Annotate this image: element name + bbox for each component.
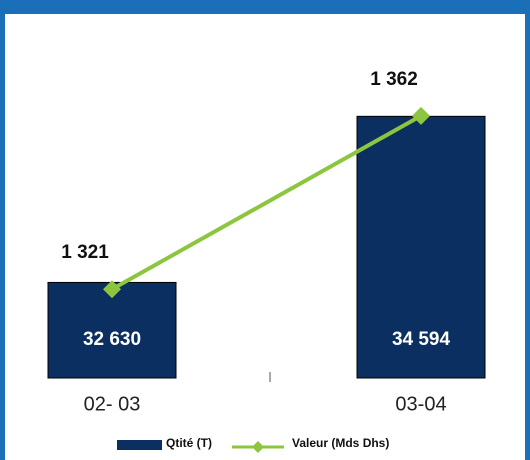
bar (47, 281, 177, 379)
legend-label: Qtité (T) (166, 436, 212, 450)
bar-value-label: 34 594 (392, 329, 451, 350)
x-tick-label: 03-04 (395, 393, 446, 415)
line (111, 114, 422, 291)
bar (356, 115, 486, 379)
line-marker (103, 280, 121, 299)
line-marker (412, 106, 430, 125)
x-tick-label: 02- 03 (84, 393, 141, 415)
bar-value-label: 32 630 (83, 329, 141, 350)
line-value-label: 1 321 (61, 242, 109, 263)
legend-swatch (252, 441, 264, 453)
legend-swatch (117, 440, 162, 450)
legend-label: Valeur (Mds Dhs) (292, 436, 389, 450)
line-value-label: 1 362 (370, 69, 418, 90)
